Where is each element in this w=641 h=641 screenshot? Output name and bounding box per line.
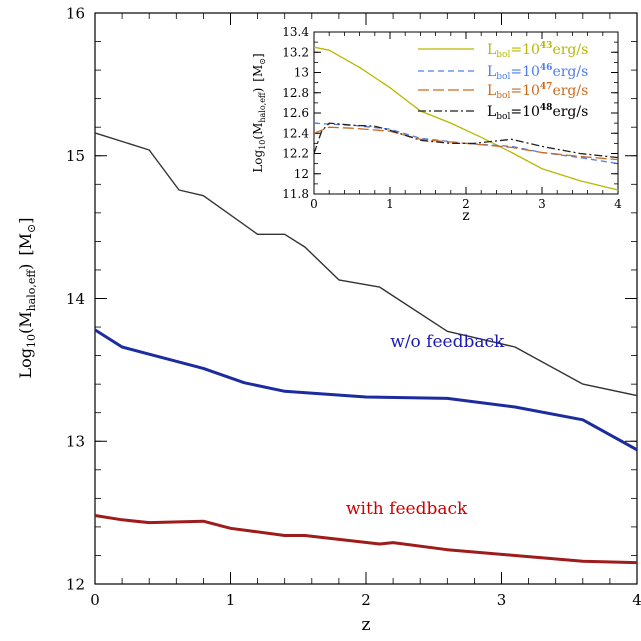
main-y-tick-label-3: 15 — [66, 147, 85, 165]
legend-label-l47: Lbol=1047erg/s — [487, 82, 588, 101]
inset-y-tick-labels: 11.8 12 12.2 12.4 12.6 12.8 13 13.2 13.4 — [282, 25, 309, 201]
inset-y-tick-label-4: 12.6 — [282, 106, 309, 120]
legend-label-l43: Lbol=1043erg/s — [487, 41, 588, 60]
legend-entry-l43: Lbol=1043erg/s — [418, 41, 588, 60]
inset-series-l48 — [313, 122, 619, 159]
main-x-tick-label-3: 3 — [497, 591, 507, 609]
inset-series-l46 — [313, 122, 619, 165]
inset-y-tick-label-7: 13.2 — [282, 45, 309, 59]
inset-x-tick-label-1: 1 — [386, 197, 394, 211]
inset-legend: Lbol=1043erg/s Lbol=1046erg/s Lbol=1047e… — [418, 41, 588, 122]
inset-x-tick-label-4: 4 — [614, 197, 622, 211]
inset-x-tick-label-3: 3 — [538, 197, 546, 211]
legend-entry-l47: Lbol=1047erg/s — [418, 82, 588, 101]
main-y-tick-labels: 12 13 14 15 16 — [66, 4, 85, 593]
inset-y-tick-label-3: 12.4 — [282, 126, 309, 140]
main-series-upper — [94, 132, 638, 397]
inset-x-tick-labels: 0 1 2 3 4 — [310, 197, 622, 211]
main-x-tick-label-4: 4 — [632, 591, 641, 609]
main-y-tick-label-2: 14 — [66, 290, 85, 308]
inset-y-axis-label: Log10(Mhalo,eff)[M⊙] — [251, 53, 267, 172]
inset-series-l47 — [313, 126, 619, 161]
main-y-tick-label-4: 16 — [66, 4, 85, 22]
inset-x-tick-label-0: 0 — [310, 197, 318, 211]
main-x-axis-label: z — [362, 615, 371, 635]
main-annotation-without-feedback: w/o feedback — [390, 332, 505, 352]
legend-label-l48: Lbol=1048erg/s — [487, 103, 588, 122]
inset-tick-marks — [313, 31, 619, 195]
inset-y-tick-label-1: 12 — [294, 167, 309, 181]
main-series-with-feedback — [94, 514, 638, 565]
main-y-tick-label-0: 12 — [66, 575, 85, 593]
main-y-tick-label-1: 13 — [66, 433, 85, 451]
inset-y-tick-label-5: 12.8 — [282, 86, 309, 100]
main-x-tick-label-1: 1 — [226, 591, 236, 609]
inset-y-tick-label-8: 13.4 — [282, 25, 309, 39]
inset-y-tick-label-0: 11.8 — [282, 187, 309, 201]
legend-entry-l46: Lbol=1046erg/s — [418, 63, 588, 82]
inset-background — [314, 32, 618, 194]
main-y-axis-label: Log10(Mhalo,eff)[M⊙] — [16, 217, 38, 378]
legend-label-l46: Lbol=1046erg/s — [487, 63, 588, 82]
inset-y-tick-label-2: 12.2 — [282, 147, 309, 161]
legend-entry-l48: Lbol=1048erg/s — [418, 103, 588, 122]
inset-x-tick-label-2: 2 — [462, 197, 470, 211]
main-x-tick-label-2: 2 — [361, 591, 371, 609]
inset-y-tick-label-6: 13 — [294, 66, 309, 80]
main-x-tick-label-0: 0 — [90, 591, 100, 609]
main-annotation-with-feedback: with feedback — [346, 499, 468, 519]
main-x-tick-labels: 0 1 2 3 4 — [90, 591, 641, 609]
inset-series-l43 — [313, 46, 619, 191]
main-tick-marks — [94, 12, 638, 585]
main-series-without-feedback — [94, 328, 638, 452]
inset-series-group — [313, 46, 619, 191]
inset-x-axis-label: z — [462, 208, 469, 224]
main-series-group — [94, 132, 638, 565]
